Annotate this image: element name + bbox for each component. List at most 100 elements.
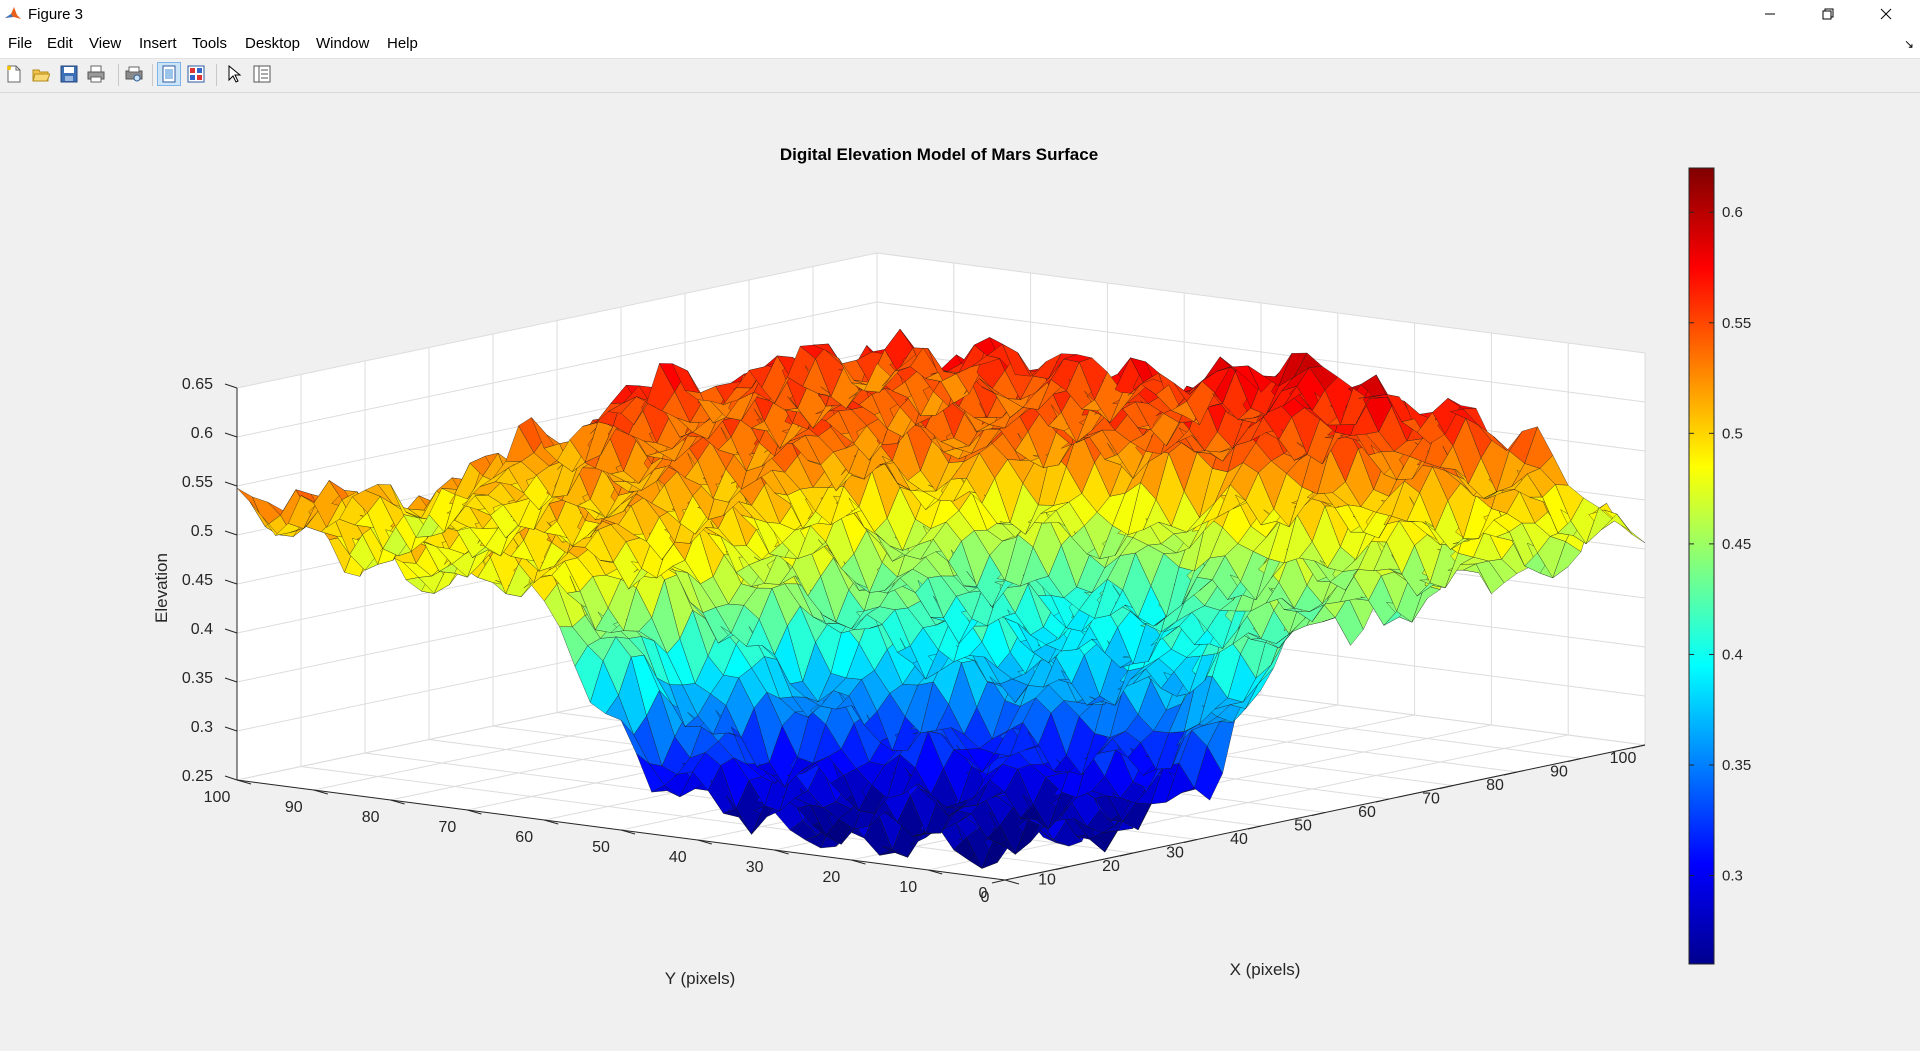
y-axis-label: Y (pixels) [665, 969, 736, 988]
colorbar-tick-label: 0.4 [1722, 646, 1743, 663]
z-axis-label: Elevation [152, 553, 171, 623]
y-tick-mark [774, 849, 789, 855]
y-tick-mark [544, 819, 559, 825]
grid-line-z [236, 252, 1646, 389]
y-tick-mark [928, 869, 943, 875]
chart-title: Digital Elevation Model of Mars Surface [780, 145, 1098, 164]
z-tick-label: 0.45 [182, 572, 213, 589]
y-tick-mark [1004, 879, 1020, 885]
z-tick-label: 0.25 [182, 768, 213, 785]
colorbar-gradient [1688, 167, 1715, 965]
menu-window[interactable]: Window [316, 35, 370, 52]
y-tick-mark [697, 839, 712, 845]
x-tick-mark [1311, 812, 1326, 816]
colorbar-tick-label: 0.55 [1722, 315, 1751, 332]
axis-ticks: 0 10 20 30 40 50 60 70 80 90 100 0 10 20 30 40 50 60 70 80 9… [182, 376, 1646, 906]
z-tick-mark [224, 579, 238, 585]
dock-figure-button[interactable] [157, 62, 181, 86]
x-tick-label: 20 [1102, 858, 1120, 875]
close-button[interactable] [1857, 0, 1915, 28]
new-figure-button[interactable] [2, 62, 26, 86]
open-file-icon [32, 69, 50, 82]
figure-canvas: 0 10 20 30 40 50 60 70 80 90 100 0 10 20 30 40 50 60 70 80 9… [152, 145, 1751, 988]
open-file-button[interactable] [29, 62, 53, 86]
x-tick-mark [1439, 785, 1454, 789]
y-tick-label: 100 [204, 789, 231, 806]
print-preview-button[interactable] [122, 62, 146, 86]
x-axis-label: X (pixels) [1230, 960, 1301, 979]
z-tick-label: 0.35 [182, 670, 213, 687]
z-tick-label: 0.5 [191, 523, 213, 540]
menu-desktop[interactable]: Desktop [245, 35, 301, 52]
y-tick-mark [851, 859, 866, 865]
print-button[interactable] [84, 62, 108, 86]
menu-file[interactable]: File [8, 35, 33, 52]
edit-plot-button[interactable] [222, 62, 246, 86]
grid-line-z [236, 301, 1646, 438]
menu-bar: File Edit View Insert Tools Desktop Wind… [0, 28, 1920, 59]
elevation-surface [236, 328, 1646, 870]
y-tick-mark [390, 799, 405, 805]
matlab-app-icon [4, 5, 22, 23]
edit-plot-pointer-icon [228, 65, 242, 83]
menu-insert[interactable]: Insert [139, 35, 177, 52]
menu-view[interactable]: View [89, 35, 122, 52]
z-tick-mark [224, 530, 238, 536]
x-tick-mark [1119, 852, 1134, 857]
dock-figure-icon [162, 65, 176, 83]
property-inspector-button[interactable] [250, 62, 274, 86]
z-tick-mark [224, 628, 238, 634]
y-tick-label: 0 [981, 889, 990, 906]
x-tick-label: 60 [1358, 804, 1376, 821]
y-tick-label: 40 [669, 849, 687, 866]
window-title-bar: Figure 3 [0, 0, 1920, 28]
x-tick-label: 40 [1230, 831, 1248, 848]
y-tick-label: 90 [285, 799, 303, 816]
subplot-layout-button[interactable] [184, 62, 208, 86]
x-tick-mark [1055, 866, 1070, 870]
y-tick-label: 60 [515, 829, 533, 846]
x-tick-mark [1247, 825, 1262, 830]
save-button[interactable] [57, 62, 81, 86]
dock-arrow-icon[interactable]: ↘ [1903, 37, 1914, 51]
x-tick-mark [1375, 798, 1390, 803]
x-tick-label: 90 [1550, 764, 1568, 781]
window-title: Figure 3 [28, 6, 84, 23]
menu-help[interactable]: Help [387, 35, 418, 52]
x-tick-label: 50 [1294, 818, 1312, 835]
minimize-button[interactable] [1741, 0, 1799, 28]
colorbar: 0.3 0.35 0.4 0.45 0.5 0.55 0.6 [1688, 167, 1751, 965]
colorbar-tick-label: 0.5 [1722, 425, 1743, 442]
y-tick-label: 80 [362, 809, 380, 826]
restore-button[interactable] [1799, 0, 1857, 28]
menu-tools[interactable]: Tools [192, 35, 228, 52]
restore-icon [1822, 8, 1834, 20]
x-tick-mark [1631, 744, 1646, 749]
subplot-layout-icon [187, 65, 205, 83]
x-tick-label: 30 [1166, 845, 1184, 862]
z-tick-label: 0.3 [191, 719, 213, 736]
minimize-icon [1765, 13, 1775, 15]
y-tick-label: 10 [899, 879, 917, 896]
colorbar-tick-label: 0.3 [1722, 868, 1743, 885]
figure-toolbar [0, 59, 1920, 93]
y-tick-label: 30 [746, 859, 764, 876]
y-tick-label: 20 [823, 869, 841, 886]
x-tick-label: 100 [1610, 750, 1637, 767]
x-tick-label: 80 [1486, 777, 1504, 794]
y-tick-mark [236, 779, 252, 785]
colorbar-tick-label: 0.6 [1722, 204, 1743, 221]
x-tick-mark [991, 879, 1006, 884]
z-tick-mark [224, 481, 238, 487]
x-tick-mark [1567, 758, 1582, 762]
z-tick-mark [224, 677, 238, 683]
x-tick-label: 70 [1422, 791, 1440, 808]
menu-edit[interactable]: Edit [47, 35, 73, 52]
y-tick-label: 50 [592, 839, 610, 856]
y-tick-mark [467, 809, 482, 815]
surface-patch [1616, 513, 1646, 544]
y-tick-mark [313, 789, 328, 795]
z-tick-label: 0.65 [182, 376, 213, 393]
print-icon [87, 65, 105, 83]
colorbar-tick-label: 0.45 [1722, 536, 1751, 553]
